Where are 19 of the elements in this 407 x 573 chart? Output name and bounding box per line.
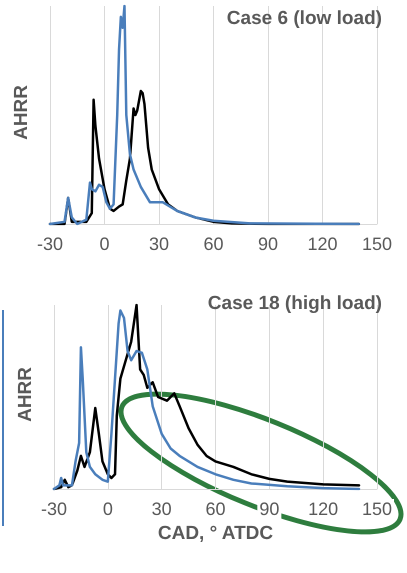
x-tick-label: 120 xyxy=(308,499,338,519)
x-tick-label: 60 xyxy=(203,234,224,254)
x-tick-label: -30 xyxy=(40,499,68,519)
y-axis-title: AHRR xyxy=(15,366,36,422)
chart-title: Case 18 (high load) xyxy=(208,293,382,314)
y-axis-title: AHRR xyxy=(11,84,32,140)
x-tick-label: 120 xyxy=(307,234,338,254)
x-tick-label: 0 xyxy=(99,234,110,254)
x-tick-label: 150 xyxy=(362,234,392,254)
x-tick-label: 90 xyxy=(259,499,280,519)
x-tick-label: 30 xyxy=(152,499,172,519)
chart-title: Case 6 (low load) xyxy=(226,8,382,29)
x-axis-title: CAD, ° ATDC xyxy=(158,522,274,544)
x-tick-label: 150 xyxy=(362,499,392,519)
x-tick-label: 60 xyxy=(205,499,226,519)
x-tick-label: 0 xyxy=(102,499,113,519)
x-tick-label: 30 xyxy=(148,234,170,254)
x-tick-label: -30 xyxy=(36,234,64,254)
x-tick-label: 90 xyxy=(258,234,278,254)
